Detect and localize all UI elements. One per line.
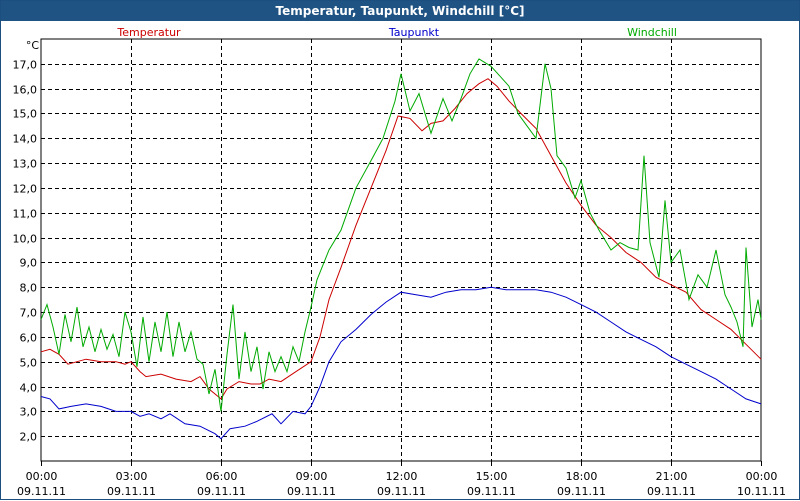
y-tick-label: 16,0 (13, 84, 38, 97)
x-tick-date: 09.11.11 (467, 485, 516, 498)
x-tick-date: 09.11.11 (647, 485, 696, 498)
y-tick-label: 11,0 (13, 208, 38, 221)
x-tick-time: 03:00 (116, 470, 148, 483)
y-tick-label: 13,0 (13, 158, 38, 171)
x-tick-time: 18:00 (566, 470, 598, 483)
legend-taupunkt: Taupunkt (388, 26, 440, 39)
y-tick-label: 3,0 (20, 406, 38, 419)
x-tick-time: 12:00 (386, 470, 418, 483)
y-tick-label: 15,0 (13, 108, 38, 121)
x-tick-time: 15:00 (476, 470, 508, 483)
y-tick-label: 14,0 (13, 133, 38, 146)
x-tick-date: 09.11.11 (17, 485, 66, 498)
x-tick-date: 10.11.11 (737, 485, 786, 498)
series-line-windchill (40, 58, 762, 412)
x-tick-date: 09.11.11 (287, 485, 336, 498)
series-line-taupunkt (40, 286, 762, 440)
series-line-temperatur (40, 78, 762, 400)
y-axis-unit: °C (26, 39, 40, 52)
y-tick-label: 8,0 (20, 282, 38, 295)
y-tick-label: 4,0 (20, 382, 38, 395)
y-tick-label: 5,0 (20, 357, 38, 370)
x-tick-date: 09.11.11 (377, 485, 426, 498)
y-tick-label: 6,0 (20, 332, 38, 345)
x-tick-time: 21:00 (656, 470, 688, 483)
x-tick-time: 00:00 (26, 470, 58, 483)
x-tick-date: 09.11.11 (197, 485, 246, 498)
x-tick-date: 09.11.11 (107, 485, 156, 498)
x-tick-time: 09:00 (296, 470, 328, 483)
y-tick-label: 17,0 (13, 59, 38, 72)
y-tick-label: 10,0 (13, 233, 38, 246)
x-tick-date: 09.11.11 (557, 485, 606, 498)
y-tick-label: 12,0 (13, 183, 38, 196)
legend-temperatur: Temperatur (116, 26, 181, 39)
y-tick-label: 9,0 (20, 257, 38, 270)
x-tick-time: 00:00 (746, 470, 778, 483)
y-tick-label: 2,0 (20, 431, 38, 444)
x-tick-time: 06:00 (206, 470, 238, 483)
y-tick-label: 7,0 (20, 307, 38, 320)
chart-title: Temperatur, Taupunkt, Windchill [°C] (1, 1, 799, 21)
legend-windchill: Windchill (627, 26, 677, 39)
